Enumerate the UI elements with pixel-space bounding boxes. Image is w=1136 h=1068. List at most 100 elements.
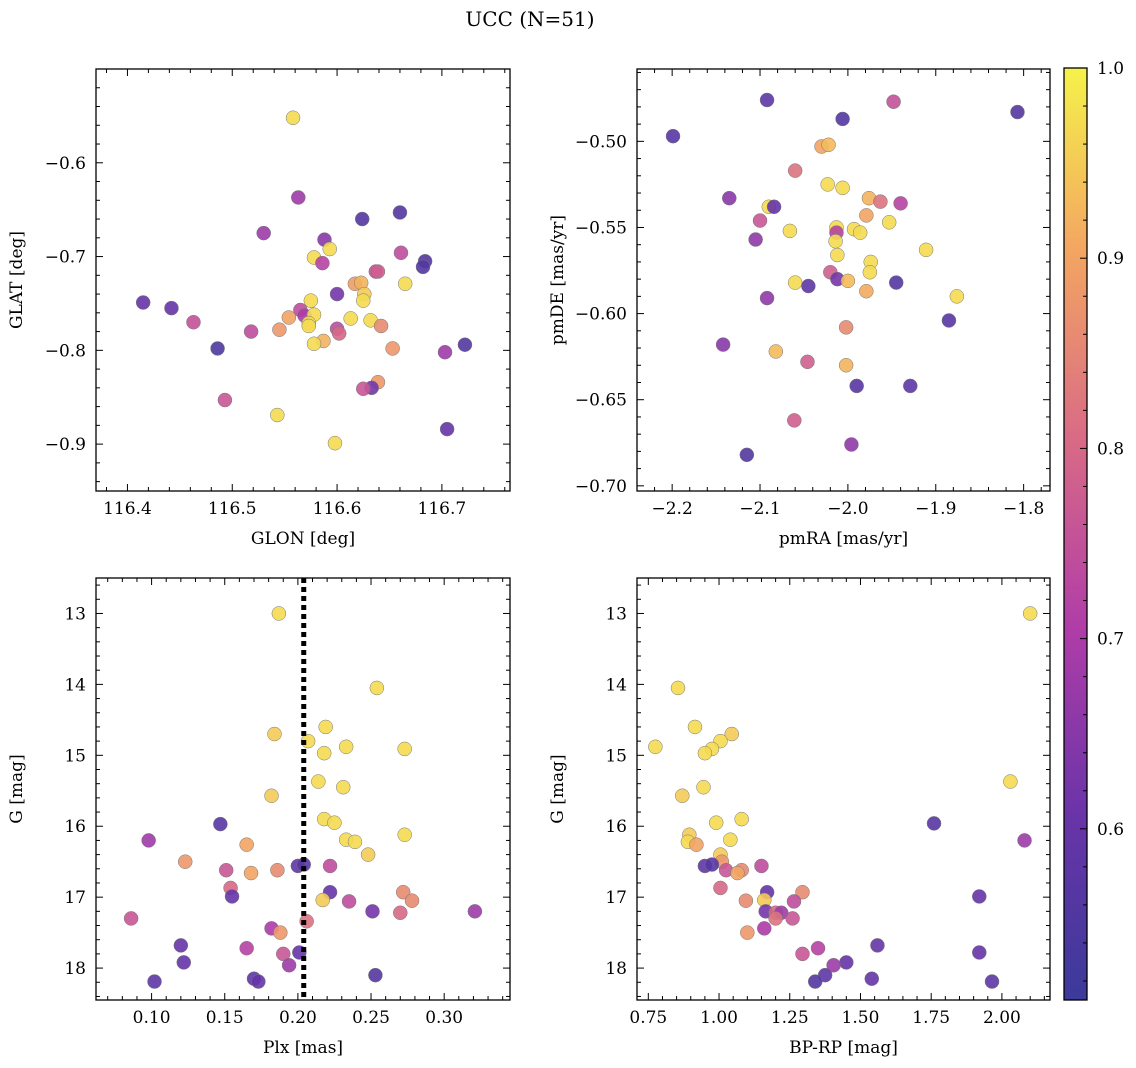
data-point bbox=[281, 310, 297, 325]
colorbar-tick-label: 0.6 bbox=[1097, 820, 1124, 840]
data-point bbox=[795, 946, 810, 962]
y-axis-label: pmDE [mas/yr] bbox=[548, 215, 568, 345]
x-tick-label: 2.00 bbox=[983, 1008, 1021, 1028]
y-tick-label: 15 bbox=[605, 746, 627, 766]
data-point bbox=[864, 971, 880, 986]
colorbar: 0.6 0.7 0.8 0.9 1.0 bbox=[1063, 59, 1124, 1001]
data-point bbox=[918, 242, 934, 258]
data-point bbox=[740, 925, 755, 940]
data-point bbox=[270, 862, 285, 878]
y-tick-label: 18 bbox=[64, 959, 86, 979]
data-point bbox=[335, 779, 351, 795]
data-point bbox=[437, 344, 453, 360]
axes-frame bbox=[95, 577, 511, 1001]
axes-frame bbox=[636, 577, 1051, 1001]
y-tick-label: 18 bbox=[605, 959, 627, 979]
data-point bbox=[759, 92, 775, 108]
data-point bbox=[785, 911, 800, 926]
data-point bbox=[271, 606, 287, 621]
y-tick-label: −0.9 bbox=[45, 435, 86, 455]
data-point bbox=[177, 854, 193, 869]
x-tick-label: 0.30 bbox=[425, 1008, 463, 1028]
data-point bbox=[239, 837, 254, 852]
data-point bbox=[1017, 833, 1032, 848]
figure-title: UCC (N=51) bbox=[465, 7, 594, 31]
data-point bbox=[800, 354, 815, 370]
panel-bprp-g: 0.75 1.00 1.25 1.50 1.75 2.00 13 14 15 16 17 18 BP-R… bbox=[548, 577, 1051, 1058]
data-point bbox=[213, 816, 228, 832]
x-tick-label: 116.7 bbox=[418, 499, 467, 519]
data-point bbox=[147, 974, 162, 989]
data-point bbox=[941, 313, 957, 328]
data-point bbox=[276, 946, 291, 962]
data-point bbox=[830, 247, 845, 263]
data-point bbox=[821, 137, 836, 153]
data-point bbox=[306, 336, 322, 352]
data-point bbox=[210, 341, 225, 356]
data-point bbox=[217, 392, 233, 408]
y-tick-label: −0.50 bbox=[575, 132, 627, 152]
data-point bbox=[141, 833, 156, 848]
data-point bbox=[397, 741, 412, 757]
data-point bbox=[264, 788, 279, 803]
x-tick-label: 1.50 bbox=[842, 1008, 880, 1028]
y-tick-label: 16 bbox=[64, 817, 86, 837]
data-point bbox=[768, 911, 783, 926]
data-point bbox=[748, 232, 763, 247]
colorbar-tick-label: 0.9 bbox=[1097, 249, 1124, 269]
data-point bbox=[722, 190, 737, 206]
data-point bbox=[354, 211, 370, 227]
data-point bbox=[218, 862, 234, 878]
y-tick-label: −0.65 bbox=[575, 391, 627, 411]
data-point bbox=[840, 273, 856, 289]
data-point bbox=[329, 286, 345, 302]
y-axis-label: G [mag] bbox=[7, 754, 27, 823]
data-point bbox=[972, 889, 987, 904]
data-point bbox=[397, 276, 413, 292]
scatter-points bbox=[123, 606, 483, 989]
data-point bbox=[782, 223, 798, 239]
data-point bbox=[415, 259, 431, 275]
data-point bbox=[347, 834, 363, 850]
data-point bbox=[370, 264, 386, 279]
colorbar-gradient bbox=[1063, 67, 1088, 1001]
data-point bbox=[186, 314, 201, 330]
scatter-points bbox=[665, 92, 1025, 463]
data-point bbox=[801, 278, 816, 294]
data-point bbox=[696, 779, 711, 795]
data-point bbox=[331, 326, 347, 341]
data-point bbox=[368, 967, 383, 983]
data-point bbox=[395, 884, 411, 900]
colorbar-tick-label: 0.8 bbox=[1097, 439, 1124, 459]
data-point bbox=[397, 827, 412, 842]
y-tick-label: −0.8 bbox=[45, 341, 86, 361]
y-tick-label: −0.60 bbox=[575, 305, 627, 325]
data-point bbox=[849, 378, 864, 394]
data-point bbox=[318, 719, 333, 735]
data-point bbox=[786, 894, 802, 909]
data-point bbox=[766, 199, 782, 215]
data-point bbox=[1010, 104, 1025, 120]
data-point bbox=[787, 275, 803, 290]
data-point bbox=[393, 245, 409, 261]
data-point bbox=[826, 957, 841, 973]
x-tick-label: 116.6 bbox=[313, 499, 362, 519]
data-point bbox=[176, 955, 192, 970]
x-tick-label: −1.9 bbox=[915, 499, 956, 519]
data-point bbox=[316, 745, 332, 761]
data-point bbox=[838, 320, 854, 335]
data-point bbox=[893, 196, 908, 211]
y-tick-label: 17 bbox=[64, 888, 86, 908]
data-point bbox=[689, 837, 704, 852]
data-point bbox=[243, 865, 259, 881]
data-point bbox=[243, 324, 259, 339]
x-tick-label: 1.00 bbox=[700, 1008, 738, 1028]
data-point bbox=[886, 94, 901, 109]
x-tick-label: 1.75 bbox=[912, 1008, 950, 1028]
data-point bbox=[315, 892, 330, 908]
data-point bbox=[341, 894, 357, 909]
data-point bbox=[838, 358, 854, 373]
y-tick-label: 14 bbox=[605, 675, 627, 695]
colorbar-ticks: 0.6 0.7 0.8 0.9 1.0 bbox=[1080, 59, 1124, 982]
data-point bbox=[787, 163, 803, 178]
